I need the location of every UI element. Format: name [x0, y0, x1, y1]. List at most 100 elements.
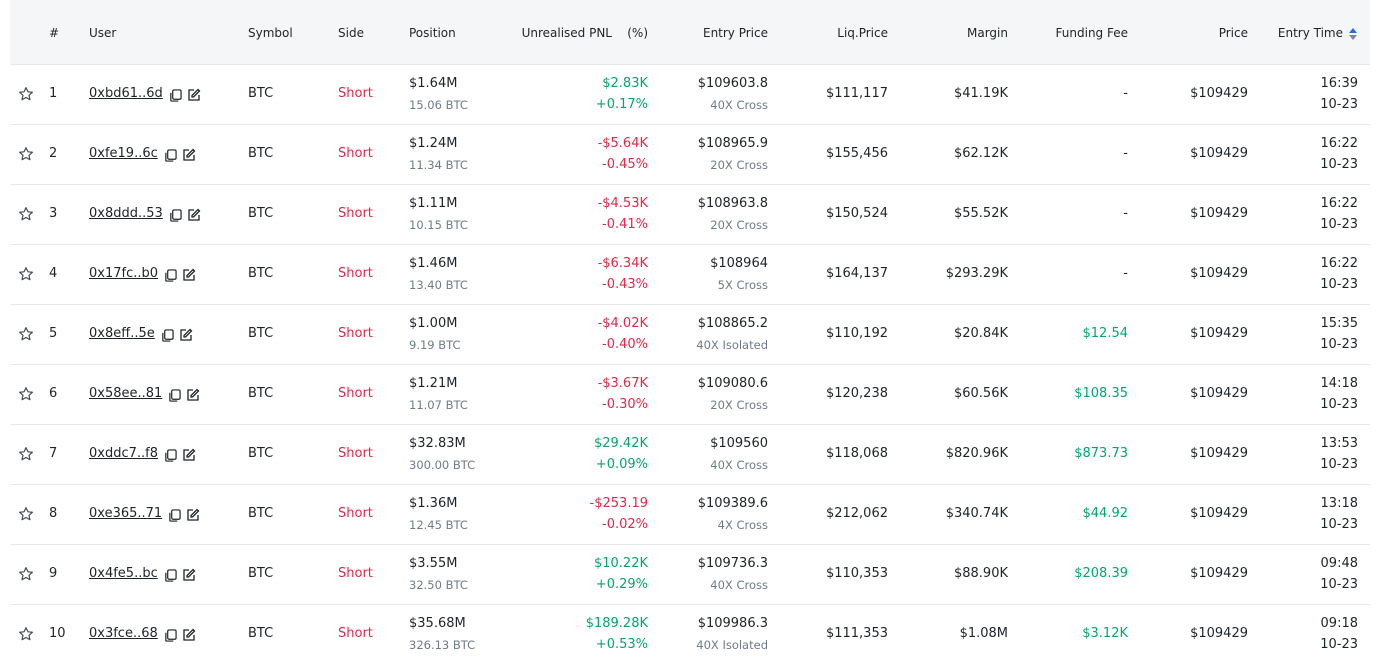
symbol: BTC [248, 266, 274, 281]
user-address[interactable]: 0xe365..71 [89, 506, 163, 521]
symbol: BTC [248, 626, 274, 641]
liq-price: $110,353 [825, 566, 888, 581]
copy-icon[interactable] [168, 507, 181, 526]
sort-icon[interactable] [1348, 26, 1358, 45]
pnl-percent: -0.40% [602, 337, 648, 352]
price: $109429 [1190, 326, 1248, 341]
edit-icon[interactable] [182, 147, 196, 166]
column-header: Position [409, 26, 456, 40]
funding-fee: - [1123, 86, 1128, 101]
symbol: BTC [248, 506, 274, 521]
edit-icon[interactable] [182, 567, 196, 586]
position-size: 9.19 BTC [409, 338, 461, 352]
favorite-star[interactable] [18, 266, 34, 286]
table-row: 8 0xe365..71 BTC Short $1.36M 12.45 BTC -$253.… [10, 485, 1370, 545]
favorite-star[interactable] [18, 626, 34, 646]
unrealised-pnl: $2.83K [602, 76, 648, 91]
entry-time: 16:22 [1320, 256, 1358, 271]
price: $109429 [1190, 566, 1248, 581]
favorite-star[interactable] [18, 506, 34, 526]
entry-time: 14:18 [1320, 376, 1358, 391]
liq-price: $111,353 [825, 626, 888, 641]
side: Short [338, 326, 373, 341]
entry-price: $109986.3 [697, 616, 768, 631]
user-address[interactable]: 0x8ddd..53 [89, 206, 163, 221]
user-address[interactable]: 0x17fc..b0 [89, 266, 159, 281]
copy-icon[interactable] [169, 207, 182, 226]
column-header: Margin [967, 26, 1008, 40]
side: Short [338, 86, 373, 101]
copy-icon[interactable] [161, 327, 174, 346]
margin: $340.74K [945, 506, 1008, 521]
user-address[interactable]: 0x4fe5..bc [89, 566, 158, 581]
unrealised-pnl: -$3.67K [597, 376, 648, 391]
pnl-percent: +0.53% [595, 637, 648, 652]
favorite-star[interactable] [18, 146, 34, 166]
pnl-percent: +0.29% [595, 577, 648, 592]
margin: $20.84K [953, 326, 1008, 341]
entry-time: 16:22 [1320, 196, 1358, 211]
pnl-percent: -0.02% [602, 517, 648, 532]
price: $109429 [1190, 446, 1248, 461]
unrealised-pnl: -$4.02K [597, 316, 648, 331]
user-address[interactable]: 0x58ee..81 [89, 386, 163, 401]
entry-time: 16:39 [1320, 76, 1358, 91]
copy-icon[interactable] [164, 447, 177, 466]
user-address[interactable]: 0x8eff..5e [89, 326, 155, 341]
edit-icon[interactable] [187, 87, 201, 106]
edit-icon[interactable] [179, 327, 193, 346]
unrealised-pnl: -$5.64K [597, 136, 648, 151]
entry-price: $109080.6 [697, 376, 768, 391]
user-address[interactable]: 0xddc7..f8 [89, 446, 158, 461]
liq-price: $150,524 [825, 206, 888, 221]
copy-icon[interactable] [164, 627, 177, 646]
favorite-star[interactable] [18, 326, 34, 346]
pnl-percent: -0.41% [602, 217, 648, 232]
position-size: 13.40 BTC [409, 278, 468, 292]
copy-icon[interactable] [164, 267, 177, 286]
edit-icon[interactable] [182, 267, 196, 286]
price: $109429 [1190, 626, 1248, 641]
position-value: $1.24M [409, 136, 458, 151]
positions-table: # User Symbol Side Position Unrealised PNL (%)… [10, 0, 1370, 662]
liq-price: $118,068 [825, 446, 888, 461]
favorite-star[interactable] [18, 86, 34, 106]
column-header: (%) [627, 26, 648, 40]
user-address[interactable]: 0x3fce..68 [89, 626, 158, 641]
copy-icon[interactable] [164, 147, 177, 166]
favorite-star[interactable] [18, 206, 34, 226]
leverage: 40X Cross [710, 458, 768, 472]
copy-icon[interactable] [169, 87, 182, 106]
position-size: 12.45 BTC [409, 518, 468, 532]
leverage: 4X Cross [717, 518, 768, 532]
funding-fee: $3.12K [1082, 626, 1128, 641]
edit-icon[interactable] [186, 507, 200, 526]
funding-fee: - [1123, 206, 1128, 221]
symbol: BTC [248, 326, 274, 341]
position-value: $32.83M [409, 436, 466, 451]
table-row: 3 0x8ddd..53 BTC Short $1.11M 10.15 BTC -$4.53… [10, 185, 1370, 245]
position-value: $1.64M [409, 76, 458, 91]
user-address[interactable]: 0xfe19..6c [89, 146, 158, 161]
copy-icon[interactable] [168, 387, 181, 406]
favorite-star[interactable] [18, 446, 34, 466]
table-row: 9 0x4fe5..bc BTC Short $3.55M 32.50 BTC $10.22… [10, 545, 1370, 605]
edit-icon[interactable] [186, 387, 200, 406]
copy-icon[interactable] [164, 567, 177, 586]
edit-icon[interactable] [182, 627, 196, 646]
user-address[interactable]: 0xbd61..6d [89, 86, 163, 101]
entry-date: 10-23 [1320, 457, 1358, 472]
entry-time: 15:35 [1320, 316, 1358, 331]
favorite-star[interactable] [18, 386, 34, 406]
edit-icon[interactable] [182, 447, 196, 466]
leverage: 20X Cross [710, 398, 768, 412]
edit-icon[interactable] [187, 207, 201, 226]
rank: 8 [49, 506, 58, 521]
symbol: BTC [248, 146, 274, 161]
favorite-star[interactable] [18, 566, 34, 586]
leverage: 40X Isolated [696, 338, 768, 352]
funding-fee: $108.35 [1074, 386, 1128, 401]
price: $109429 [1190, 386, 1248, 401]
rank: 5 [49, 326, 58, 341]
funding-fee: - [1123, 266, 1128, 281]
